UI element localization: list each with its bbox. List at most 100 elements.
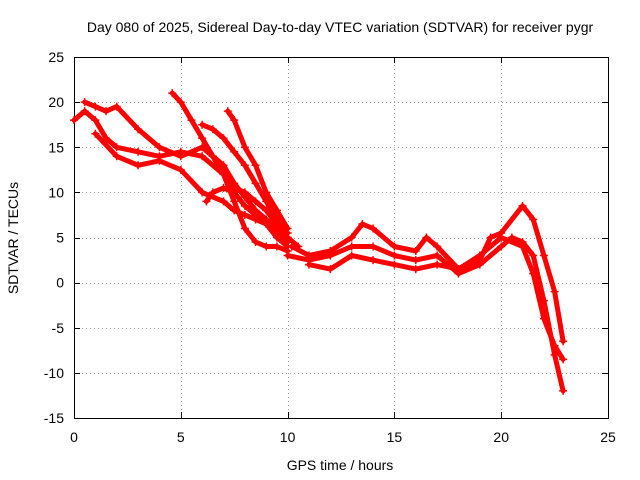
data-point bbox=[390, 260, 399, 269]
data-point bbox=[550, 287, 559, 296]
y-tick-label: 5 bbox=[56, 230, 64, 246]
series-line bbox=[289, 203, 566, 344]
data-point bbox=[369, 256, 378, 265]
x-axis-label: GPS time / hours bbox=[287, 457, 394, 473]
data-point bbox=[230, 147, 239, 156]
series-line bbox=[169, 90, 291, 236]
data-point bbox=[422, 233, 431, 242]
data-point bbox=[251, 179, 260, 188]
data-point bbox=[304, 251, 313, 260]
data-point bbox=[433, 251, 442, 260]
data-point bbox=[176, 98, 185, 107]
data-point bbox=[272, 224, 281, 233]
data-point bbox=[102, 107, 111, 116]
data-point bbox=[283, 251, 292, 260]
data-point bbox=[347, 251, 356, 260]
data-point bbox=[411, 265, 420, 274]
data-point bbox=[134, 147, 143, 156]
data-point bbox=[486, 233, 495, 242]
data-point bbox=[251, 238, 260, 247]
data-point bbox=[223, 107, 232, 116]
data-point bbox=[550, 350, 559, 359]
data-point bbox=[539, 251, 548, 260]
data-point bbox=[433, 242, 442, 251]
data-point bbox=[112, 143, 121, 152]
series-track-10 bbox=[304, 233, 568, 364]
y-tick-label: -15 bbox=[44, 410, 64, 426]
data-point bbox=[529, 269, 538, 278]
data-point bbox=[475, 251, 484, 260]
data-point bbox=[208, 152, 217, 161]
data-point bbox=[390, 251, 399, 260]
data-point bbox=[155, 156, 164, 165]
data-point bbox=[518, 201, 527, 210]
data-point bbox=[347, 242, 356, 251]
data-point bbox=[559, 386, 568, 395]
data-point bbox=[219, 183, 228, 192]
data-point bbox=[559, 355, 568, 364]
data-point bbox=[240, 143, 249, 152]
data-point bbox=[240, 201, 249, 210]
data-point bbox=[251, 161, 260, 170]
data-point bbox=[80, 98, 89, 107]
data-point bbox=[208, 188, 217, 197]
data-point bbox=[240, 210, 249, 219]
data-point bbox=[230, 188, 239, 197]
data-point bbox=[168, 89, 177, 98]
data-point bbox=[134, 125, 143, 134]
data-point bbox=[283, 224, 292, 233]
data-point bbox=[198, 134, 207, 143]
data-point bbox=[358, 219, 367, 228]
data-point bbox=[240, 161, 249, 170]
data-point bbox=[390, 242, 399, 251]
data-point bbox=[262, 215, 271, 224]
data-point bbox=[529, 251, 538, 260]
data-point bbox=[91, 129, 100, 138]
data-point bbox=[230, 116, 239, 125]
data-point bbox=[283, 233, 292, 242]
y-tick-label: -10 bbox=[44, 365, 64, 381]
y-tick-label: 15 bbox=[48, 139, 64, 155]
x-tick-label: 15 bbox=[387, 429, 403, 445]
data-point bbox=[176, 165, 185, 174]
data-point bbox=[251, 210, 260, 219]
chart-title: Day 080 of 2025, Sidereal Day-to-day VTE… bbox=[87, 19, 594, 35]
data-point bbox=[272, 233, 281, 242]
y-tick-label: 10 bbox=[48, 184, 64, 200]
data-point bbox=[529, 215, 538, 224]
data-point bbox=[230, 197, 239, 206]
data-point bbox=[91, 116, 100, 125]
data-point bbox=[272, 206, 281, 215]
data-point bbox=[80, 107, 89, 116]
x-tick-label: 25 bbox=[600, 429, 616, 445]
data-point bbox=[347, 233, 356, 242]
data-point bbox=[112, 152, 121, 161]
series-track-8 bbox=[283, 233, 568, 395]
data-point bbox=[240, 188, 249, 197]
data-point bbox=[550, 341, 559, 350]
data-point bbox=[91, 102, 100, 111]
x-tick-label: 20 bbox=[493, 429, 509, 445]
data-point bbox=[251, 197, 260, 206]
data-point bbox=[411, 256, 420, 265]
series-line bbox=[199, 122, 301, 249]
data-point bbox=[102, 134, 111, 143]
series-track-7 bbox=[202, 183, 292, 242]
data-point bbox=[497, 233, 506, 242]
data-point bbox=[369, 242, 378, 251]
data-point bbox=[518, 242, 527, 251]
x-tick-label: 0 bbox=[70, 429, 78, 445]
data-series bbox=[70, 89, 568, 395]
series-track-4 bbox=[168, 89, 292, 237]
series-track-6 bbox=[223, 107, 292, 233]
data-point bbox=[539, 314, 548, 323]
y-tick-label: 20 bbox=[48, 94, 64, 110]
y-tick-label: 25 bbox=[48, 49, 64, 65]
data-point bbox=[230, 206, 239, 215]
data-point bbox=[369, 224, 378, 233]
data-point bbox=[272, 242, 281, 251]
y-axis-label: SDTVAR / TECUs bbox=[5, 182, 21, 294]
data-point bbox=[304, 260, 313, 269]
data-point bbox=[287, 242, 296, 251]
